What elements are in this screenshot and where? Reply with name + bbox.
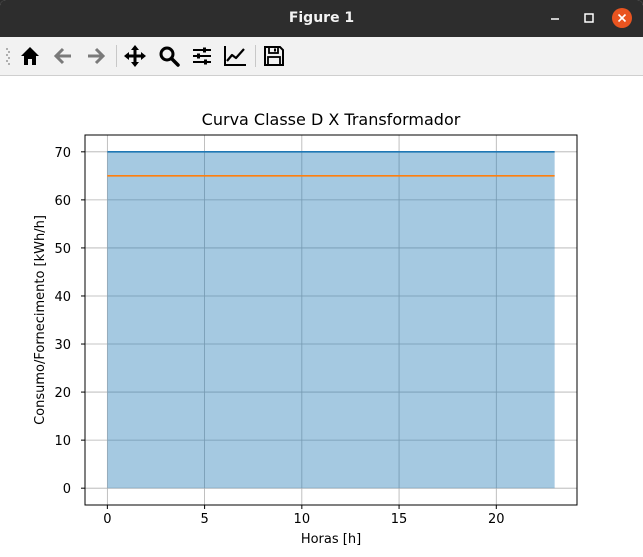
pan-button[interactable]: [123, 44, 147, 68]
back-button[interactable]: [51, 44, 75, 68]
y-tick-label: 70: [54, 146, 71, 161]
y-tick-label: 50: [54, 242, 71, 257]
minimize-button[interactable]: [545, 8, 565, 28]
y-tick-label: 0: [63, 482, 71, 497]
maximize-button[interactable]: [579, 8, 599, 28]
edit-axis-button[interactable]: [223, 44, 247, 68]
forward-button[interactable]: [84, 44, 108, 68]
axes-frame: [84, 134, 578, 506]
maximize-icon: [584, 13, 594, 23]
home-icon: [21, 47, 39, 65]
arrow-left-icon: [53, 47, 71, 65]
arrow-right-icon: [88, 47, 106, 65]
line-chart: Curva Classe D X Transformador 0 5 10 15 200…: [33, 110, 578, 547]
save-button[interactable]: [262, 44, 286, 68]
y-tick-label: 20: [54, 386, 71, 401]
x-tick-label: 5: [200, 512, 208, 527]
zoom-button[interactable]: [157, 44, 181, 68]
window-title: Figure 1: [288, 10, 355, 26]
x-tick-label: 15: [391, 512, 408, 527]
y-tick-label: 30: [54, 338, 71, 353]
toolbar-separator: [255, 45, 256, 67]
y-tick-label: 60: [54, 194, 71, 209]
tick-layer: 0 5 10 15 20 0 10 20 30 40 50 60 70: [54, 146, 504, 527]
configure-subplots-button[interactable]: [190, 44, 214, 68]
fill-area: [107, 151, 555, 489]
y-tick-label: 10: [54, 434, 71, 449]
line-chart-icon: [224, 46, 246, 66]
toolbar-separator: [116, 45, 117, 67]
x-tick-label: 10: [294, 512, 311, 527]
navigation-toolbar: [0, 37, 643, 76]
search-icon: [159, 46, 180, 67]
save-icon: [264, 46, 284, 66]
figure-canvas[interactable]: Curva Classe D X Transformador 0 5 10 15 20 0…: [0, 76, 643, 557]
x-tick-label: 0: [103, 512, 111, 527]
series-layer: [107, 151, 555, 177]
y-axis-label: Consumo/Fornecimento [kWh/h]: [33, 215, 48, 425]
close-button[interactable]: [612, 8, 632, 28]
close-icon: [612, 8, 632, 28]
x-axis-label: Horas [h]: [301, 532, 361, 547]
home-button[interactable]: [18, 44, 42, 68]
toolbar-grip-icon: [6, 48, 10, 65]
minimize-icon: [551, 18, 559, 20]
y-tick-label: 40: [54, 290, 71, 305]
chart-title: Curva Classe D X Transformador: [202, 110, 461, 129]
x-tick-label: 20: [488, 512, 505, 527]
move-icon: [124, 45, 146, 67]
sliders-icon: [193, 47, 211, 65]
title-bar[interactable]: Figure 1: [0, 0, 643, 37]
fill-area-layer: [107, 151, 555, 489]
